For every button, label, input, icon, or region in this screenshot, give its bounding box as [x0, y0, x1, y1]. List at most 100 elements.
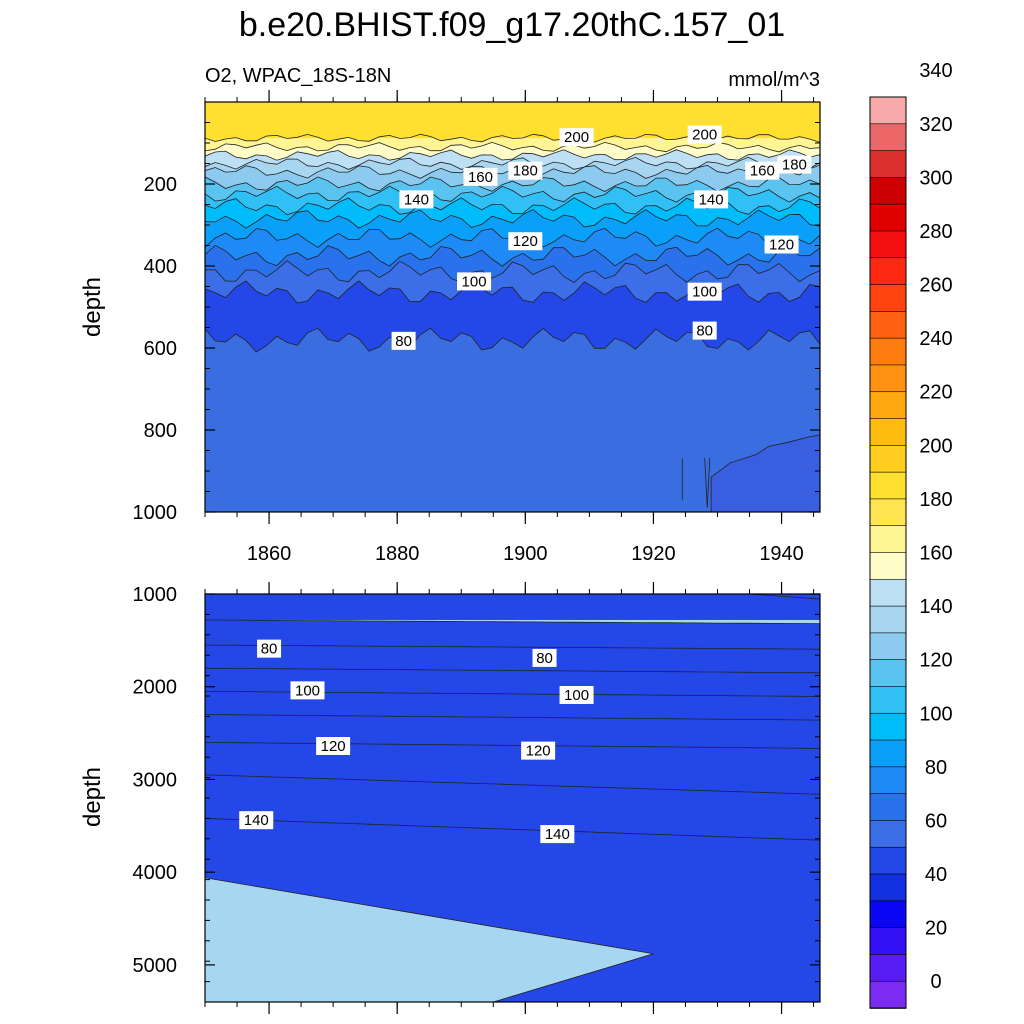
contour-label-text: 140 — [244, 812, 269, 829]
contour-label: 120 — [521, 741, 556, 760]
y-tick-label: 3000 — [133, 769, 178, 791]
colorbar-swatch — [869, 927, 907, 956]
y-tick-label: 200 — [144, 174, 177, 196]
contour-label-bg — [745, 161, 780, 180]
colorbar-swatch — [869, 203, 907, 232]
colorbar-label: 300 — [919, 167, 952, 189]
contour-label-bg — [559, 128, 594, 147]
contour-label-bg — [687, 282, 722, 301]
contour-label-bg — [463, 167, 498, 186]
band-top — [205, 102, 820, 139]
colorbar: 0 20 40 60 80 100 120 140 160 180 200 220 240 260 280 3… — [869, 60, 953, 1009]
contour-label: 140 — [540, 825, 575, 844]
colorbar-swatch — [869, 846, 907, 875]
colorbar-label: 180 — [919, 489, 952, 511]
colorbar-label: 340 — [919, 60, 952, 82]
contour-label-bg — [521, 741, 556, 760]
colorbar-label: 40 — [925, 864, 947, 886]
contour-label: 160 — [463, 167, 498, 186]
y-tick-label: 4000 — [133, 862, 178, 884]
colorbar-label: 240 — [919, 328, 952, 350]
contour-label-text: 200 — [692, 127, 717, 144]
contour-label: 80 — [257, 639, 282, 658]
y-tick-label: 2000 — [133, 677, 178, 699]
contour-110 — [205, 714, 820, 721]
colorbar-swatch — [869, 391, 907, 420]
colorbar-swatch — [869, 659, 907, 688]
y-tick-label: 5000 — [133, 955, 178, 977]
contour-label-bg — [532, 648, 557, 667]
contour-label-bg — [290, 681, 325, 700]
contour-label-bg — [508, 232, 543, 251]
contour-70 — [205, 327, 820, 353]
contour-label: 100 — [457, 272, 492, 291]
colorbar-swatch — [869, 686, 907, 715]
contour-label-bg — [457, 272, 492, 291]
low-o2-spike — [704, 457, 711, 508]
colorbar-swatch — [869, 954, 907, 983]
contour-label-bg — [391, 331, 416, 350]
colorbar-swatch — [869, 605, 907, 634]
contour-80 — [205, 644, 820, 650]
colorbar-swatch — [869, 498, 907, 527]
colorbar-swatch — [869, 445, 907, 473]
variable-region-label: O2, WPAC_18S-18N — [205, 65, 391, 87]
contour-label-bg — [559, 686, 594, 704]
colorbar-swatch — [869, 150, 907, 179]
colorbar-swatch — [869, 766, 907, 795]
lower-panel: 80 80 100 100 120 120 140 140 1000 2000 3000 4000 50… — [133, 582, 821, 1014]
colorbar-swatch — [869, 123, 907, 152]
y-tick-label: 400 — [144, 256, 177, 278]
contour-label-text: 80 — [696, 323, 713, 340]
contour-label-text: 100 — [692, 284, 717, 301]
contour-label-bg — [687, 125, 722, 144]
contour-label: 100 — [559, 686, 594, 704]
colorbar-swatch — [869, 873, 907, 902]
contour-label-bg — [692, 321, 717, 340]
contour-label-text: 140 — [545, 826, 570, 843]
contour-label: 120 — [508, 232, 543, 251]
colorbar-swatch — [869, 525, 907, 554]
colorbar-label: 20 — [925, 918, 947, 940]
contour-label-text: 140 — [699, 191, 724, 208]
colorbar-label: 140 — [919, 596, 952, 618]
colorbar-swatch — [869, 284, 907, 313]
contour-label: 180 — [508, 161, 543, 180]
colorbar-label: 160 — [919, 543, 952, 565]
upper-y-axis-label: depth — [79, 277, 106, 337]
contour-label-bg — [239, 811, 274, 830]
contour-60 — [749, 594, 820, 600]
x-tick-label: 1860 — [247, 543, 292, 565]
contour-label-text: 120 — [321, 738, 346, 755]
contour-label: 200 — [559, 128, 594, 147]
colorbar-swatch — [869, 900, 907, 929]
colorbar-swatch — [869, 471, 907, 500]
colorbar-label: 120 — [919, 650, 952, 672]
colorbar-swatch — [869, 552, 907, 581]
colorbar-swatch — [869, 739, 907, 768]
contour-label-text: 160 — [750, 163, 775, 180]
colorbar-swatch — [869, 230, 907, 259]
contour-label-bg — [777, 155, 812, 174]
contour-170 — [205, 156, 820, 170]
contour-label: 80 — [532, 648, 557, 667]
colorbar-swatch — [869, 578, 907, 607]
x-tick-label: 1940 — [759, 543, 804, 565]
y-tick-label: 800 — [144, 420, 177, 442]
colorbar-label: 60 — [925, 810, 947, 832]
contour-label: 200 — [687, 125, 722, 144]
x-tick-label: 1920 — [631, 543, 676, 565]
colorbar-label: 80 — [925, 757, 947, 779]
y-tick-label: 1000 — [133, 584, 178, 606]
contour-label-bg — [257, 639, 282, 658]
contour-label-text: 120 — [513, 233, 538, 250]
upper-panel: 200 200 180 160 160 180 140 140 120 120 100 100 80 80… — [133, 90, 821, 565]
contour-140 — [205, 818, 820, 841]
contour-label-bg — [540, 825, 575, 844]
colorbar-swatch — [869, 257, 907, 286]
contour-label-bg — [399, 190, 434, 209]
contour-label: 120 — [316, 737, 351, 755]
colorbar-swatch — [869, 418, 907, 447]
colorbar-label: 0 — [930, 971, 941, 993]
